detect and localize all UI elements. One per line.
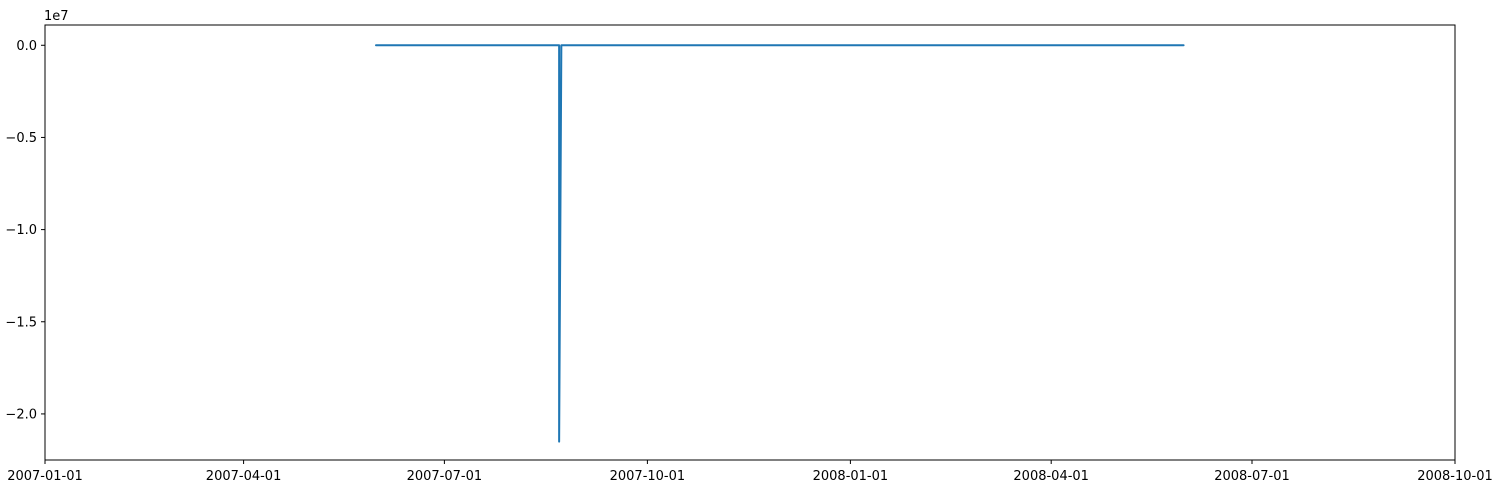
- plot-area: [374, 44, 1185, 443]
- y-tick-label: −1.5: [5, 315, 37, 330]
- y-tick-label: −0.5: [5, 131, 37, 146]
- y-tick-label: −1.0: [5, 223, 37, 238]
- x-tick-label: 2007-01-01: [7, 469, 83, 484]
- x-tick-label: 2008-04-01: [1013, 469, 1089, 484]
- y-tick-label: −2.0: [5, 407, 37, 422]
- x-tick-label: 2008-07-01: [1214, 469, 1290, 484]
- y-tick-label: 0.0: [16, 39, 37, 54]
- y-offset-label: 1e7: [44, 9, 69, 24]
- x-tick-label: 2007-04-01: [206, 469, 282, 484]
- x-tick-label: 2008-10-01: [1417, 469, 1493, 484]
- series-line-0: [374, 44, 1185, 443]
- x-tick-label: 2008-01-01: [813, 469, 889, 484]
- axes-frame: [44, 24, 1456, 461]
- y-axis: 0.0 −0.5 −1.0 −1.5 −2.0: [5, 39, 45, 422]
- x-tick-label: 2007-07-01: [407, 469, 483, 484]
- x-axis: 2007-01-01 2007-04-01 2007-07-01 2007-10-01…: [7, 460, 1493, 484]
- x-tick-label: 2007-10-01: [610, 469, 686, 484]
